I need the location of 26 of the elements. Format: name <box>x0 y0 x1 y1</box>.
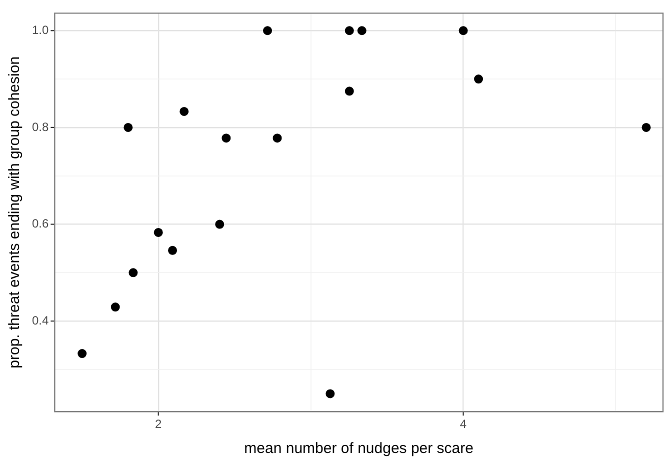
x-tick-label: 2 <box>155 417 162 432</box>
y-tick-label: 1.0 <box>32 22 49 37</box>
y-tick-label: 0.6 <box>32 216 49 231</box>
point <box>128 268 138 278</box>
y-tick-label: 0.8 <box>32 120 49 134</box>
x-tick-label: 4 <box>460 417 467 432</box>
point <box>642 122 651 132</box>
y-axis-title: prop. threat events ending with group cohesion <box>6 56 24 368</box>
point <box>154 228 163 237</box>
point <box>474 74 484 84</box>
point <box>168 246 178 255</box>
point <box>263 26 272 36</box>
point <box>344 26 354 36</box>
point <box>215 220 224 229</box>
point <box>357 26 366 36</box>
point <box>180 106 189 116</box>
point <box>110 302 120 312</box>
point <box>326 389 335 398</box>
point <box>78 349 87 358</box>
point <box>344 86 354 96</box>
point <box>124 122 133 132</box>
y-tick-label: 0.4 <box>32 313 49 328</box>
x-axis-title: mean number of nudges per scare <box>244 440 474 458</box>
point <box>222 134 231 143</box>
point <box>272 134 282 143</box>
point <box>458 26 468 36</box>
